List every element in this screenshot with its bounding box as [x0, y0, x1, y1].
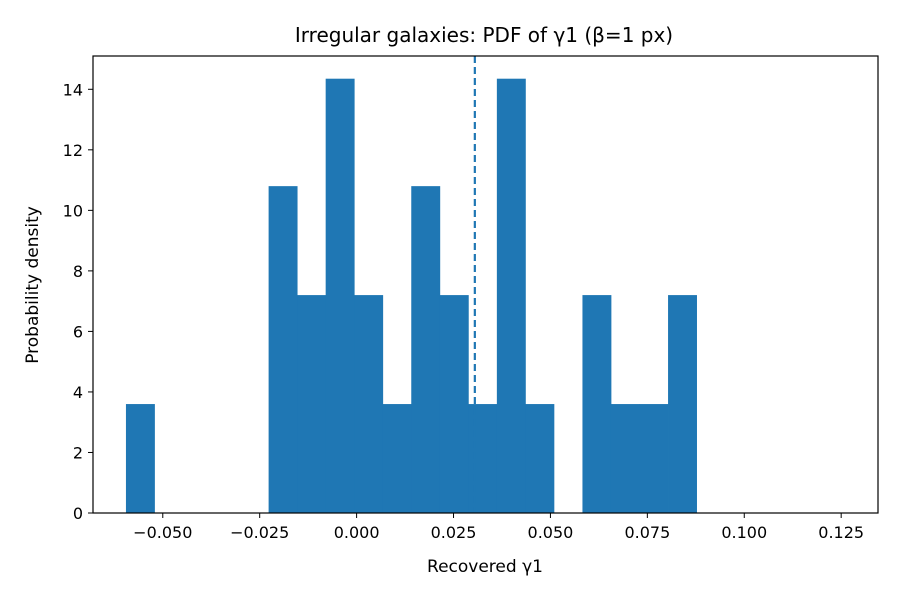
histogram-bar: [411, 186, 441, 513]
histogram-bar: [525, 404, 555, 513]
histogram-bar: [496, 78, 526, 513]
x-axis-label: Recovered γ1: [427, 557, 543, 577]
x-tick-label: 0.125: [818, 523, 864, 542]
x-tick-label: −0.025: [230, 523, 289, 542]
histogram-bar: [268, 186, 298, 513]
x-tick-label: 0.075: [624, 523, 670, 542]
x-tick-label: 0.025: [431, 523, 477, 542]
y-tick-label: 8: [73, 262, 83, 281]
x-tick-label: 0.100: [721, 523, 767, 542]
plot-frame: [92, 55, 879, 514]
histogram-bar: [125, 404, 155, 513]
histogram-bar: [468, 404, 498, 513]
y-tick-label: 10: [63, 201, 83, 220]
y-axis-ticks: 0 2 4 6 8 10 12 14: [63, 80, 93, 523]
histogram-bar: [382, 404, 412, 513]
histogram-bar: [325, 78, 355, 513]
y-tick-label: 12: [63, 141, 83, 160]
y-axis-label: Probability density: [23, 206, 43, 364]
histogram-bar: [582, 295, 612, 513]
chart-title: Irregular galaxies: PDF of γ1 (β=1 px): [295, 23, 673, 47]
y-tick-label: 2: [73, 443, 83, 462]
x-tick-label: −0.050: [133, 523, 192, 542]
histogram-bar: [668, 295, 697, 513]
histogram-bar: [297, 295, 327, 513]
x-axis-ticks: −0.050 −0.025 0.000 0.025 0.050 0.075 0.100 0.1…: [133, 513, 864, 542]
histogram-bar: [610, 404, 640, 513]
histogram-bar: [354, 295, 384, 513]
x-tick-label: 0.000: [334, 523, 380, 542]
histogram-bar: [439, 295, 469, 513]
x-tick-label: 0.050: [528, 523, 574, 542]
y-tick-label: 14: [63, 80, 83, 99]
histogram-bar: [639, 404, 669, 513]
y-tick-label: 6: [73, 322, 83, 341]
y-tick-label: 0: [73, 504, 83, 523]
y-tick-label: 4: [73, 383, 83, 402]
histogram-bars: [125, 78, 697, 513]
